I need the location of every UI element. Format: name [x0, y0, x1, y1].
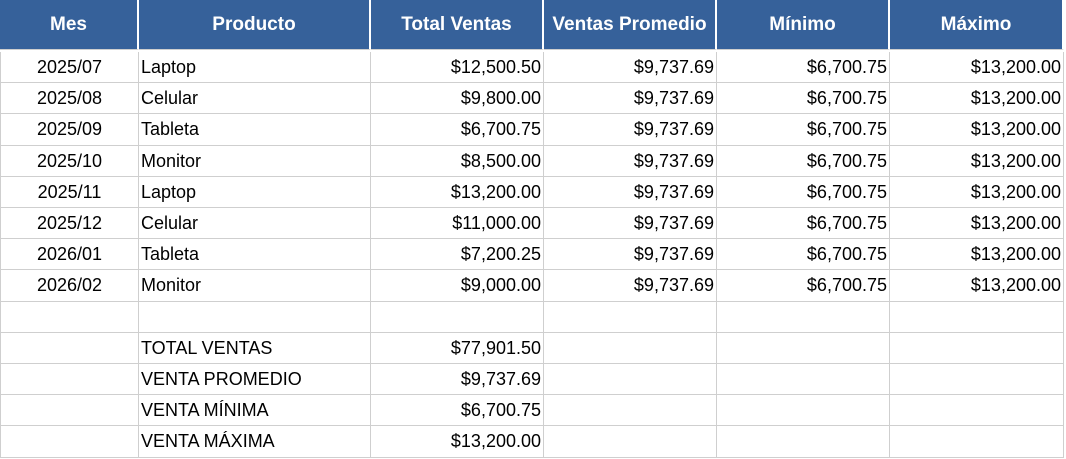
cell: $9,737.69 [544, 145, 717, 177]
empty-cell [544, 395, 717, 427]
cell: $13,200.00 [890, 114, 1064, 146]
empty-cell [139, 301, 371, 333]
empty-cell [0, 364, 139, 396]
cell: $6,700.75 [717, 208, 890, 240]
empty-cell [890, 426, 1064, 458]
table-row [0, 301, 1064, 333]
cell: $13,200.00 [890, 52, 1064, 84]
empty-cell [544, 332, 717, 364]
cell: $9,737.69 [544, 239, 717, 271]
empty-cell [717, 426, 890, 458]
table-row: 2025/08 Celular $9,800.00 $9,737.69 $6,700.7… [0, 83, 1064, 115]
cell: $9,737.69 [544, 208, 717, 240]
cell: $6,700.75 [717, 52, 890, 84]
table-row: VENTA MÍNIMA $6,700.75 [0, 395, 1064, 427]
table-row: TOTAL VENTAS $77,901.50 [0, 332, 1064, 364]
summary-label: TOTAL VENTAS [139, 332, 371, 364]
cell: $9,737.69 [544, 114, 717, 146]
empty-cell [890, 364, 1064, 396]
summary-value: $6,700.75 [371, 395, 544, 427]
table-row: 2026/01 Tableta $7,200.25 $9,737.69 $6,700.7… [0, 239, 1064, 271]
cell: $6,700.75 [717, 145, 890, 177]
header-cell: Mínimo [717, 0, 890, 50]
table-row: 2025/09 Tableta $6,700.75 $9,737.69 $6,700.7… [0, 114, 1064, 146]
cell: Tableta [139, 239, 371, 271]
header-cell: Producto [139, 0, 371, 50]
cell: $8,500.00 [371, 145, 544, 177]
cell: 2025/10 [0, 145, 139, 177]
cell: $13,200.00 [890, 208, 1064, 240]
cell: $13,200.00 [371, 176, 544, 208]
cell: 2025/07 [0, 52, 139, 84]
summary-label: VENTA MÍNIMA [139, 395, 371, 427]
cell: $13,200.00 [890, 270, 1064, 302]
empty-cell [544, 426, 717, 458]
cell: Monitor [139, 270, 371, 302]
header-cell: Total Ventas [371, 0, 544, 50]
cell: $13,200.00 [890, 176, 1064, 208]
empty-cell [890, 332, 1064, 364]
cell: $13,200.00 [890, 83, 1064, 115]
cell: $6,700.75 [717, 176, 890, 208]
table-row: 2025/11 Laptop $13,200.00 $9,737.69 $6,700.7… [0, 176, 1064, 208]
cell: 2026/02 [0, 270, 139, 302]
cell: Tableta [139, 114, 371, 146]
empty-cell [0, 301, 139, 333]
cell: Laptop [139, 176, 371, 208]
empty-cell [890, 301, 1064, 333]
cell: $13,200.00 [890, 239, 1064, 271]
table-row: VENTA PROMEDIO $9,737.69 [0, 364, 1064, 396]
empty-cell [0, 395, 139, 427]
cell: $6,700.75 [371, 114, 544, 146]
cell: $12,500.50 [371, 52, 544, 84]
cell: $9,737.69 [544, 83, 717, 115]
summary-value: $13,200.00 [371, 426, 544, 458]
cell: 2025/08 [0, 83, 139, 115]
table-row: 2025/12 Celular $11,000.00 $9,737.69 $6,700.… [0, 208, 1064, 240]
table-row: 2026/02 Monitor $9,000.00 $9,737.69 $6,700.7… [0, 270, 1064, 302]
cell: Celular [139, 83, 371, 115]
header-cell: Ventas Promedio [544, 0, 717, 50]
cell: 2025/11 [0, 176, 139, 208]
empty-cell [544, 364, 717, 396]
summary-label: VENTA MÁXIMA [139, 426, 371, 458]
cell: $6,700.75 [717, 239, 890, 271]
empty-cell [717, 332, 890, 364]
empty-cell [371, 301, 544, 333]
cell: $9,000.00 [371, 270, 544, 302]
cell: Celular [139, 208, 371, 240]
empty-cell [890, 395, 1064, 427]
cell: $13,200.00 [890, 145, 1064, 177]
empty-cell [717, 364, 890, 396]
cell: 2025/09 [0, 114, 139, 146]
empty-cell [544, 301, 717, 333]
empty-cell [717, 395, 890, 427]
cell: $6,700.75 [717, 270, 890, 302]
header-row: Mes Producto Total Ventas Ventas Promedio Mí… [0, 0, 1064, 50]
header-cell: Mes [0, 0, 139, 50]
empty-cell [0, 426, 139, 458]
cell: $9,737.69 [544, 270, 717, 302]
cell: Laptop [139, 52, 371, 84]
cell: 2025/12 [0, 208, 139, 240]
header-cell: Máximo [890, 0, 1064, 50]
empty-cell [0, 332, 139, 364]
table-row: VENTA MÁXIMA $13,200.00 [0, 426, 1064, 458]
summary-value: $77,901.50 [371, 332, 544, 364]
cell: $6,700.75 [717, 114, 890, 146]
cell: Monitor [139, 145, 371, 177]
summary-value: $9,737.69 [371, 364, 544, 396]
table-row: 2025/10 Monitor $8,500.00 $9,737.69 $6,700.7… [0, 145, 1064, 177]
cell: $9,737.69 [544, 176, 717, 208]
cell: $9,800.00 [371, 83, 544, 115]
cell: $6,700.75 [717, 83, 890, 115]
summary-label: VENTA PROMEDIO [139, 364, 371, 396]
cell: $9,737.69 [544, 52, 717, 84]
cell: $11,000.00 [371, 208, 544, 240]
empty-cell [717, 301, 890, 333]
table-row: 2025/07 Laptop $12,500.50 $9,737.69 $6,700.7… [0, 52, 1064, 84]
cell: 2026/01 [0, 239, 139, 271]
cell: $7,200.25 [371, 239, 544, 271]
